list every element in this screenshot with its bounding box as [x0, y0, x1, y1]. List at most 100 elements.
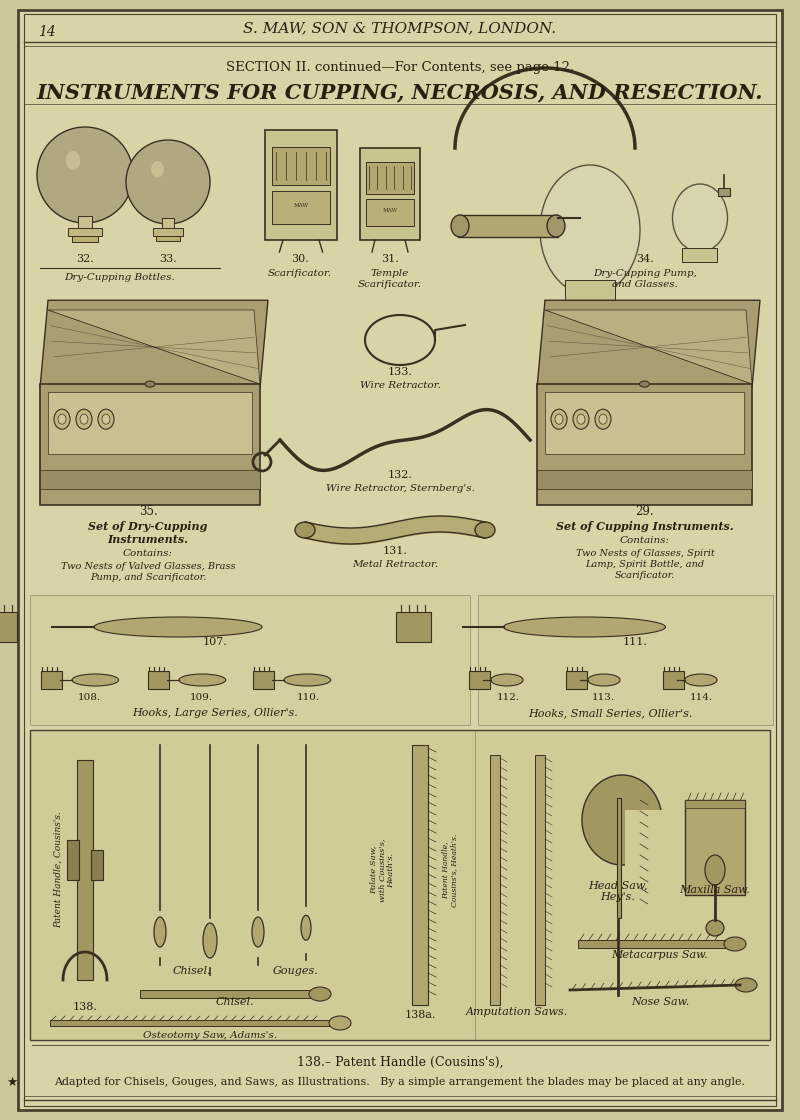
- Ellipse shape: [705, 855, 725, 885]
- Bar: [565, 280, 615, 300]
- Bar: [148, 671, 169, 689]
- Ellipse shape: [94, 617, 262, 637]
- Ellipse shape: [58, 414, 66, 424]
- Text: Palate Saw,
with Cousins's,
Heath's.: Palate Saw, with Cousins's, Heath's.: [369, 838, 395, 902]
- Text: Contains:: Contains:: [620, 536, 670, 545]
- Ellipse shape: [540, 165, 640, 295]
- Bar: [537, 470, 752, 489]
- Bar: [395, 612, 430, 642]
- Ellipse shape: [555, 414, 563, 424]
- Ellipse shape: [475, 522, 495, 538]
- Bar: [253, 671, 274, 689]
- Polygon shape: [537, 300, 760, 388]
- Bar: [265, 130, 337, 240]
- Ellipse shape: [503, 617, 666, 637]
- Bar: [67, 840, 79, 880]
- Bar: [40, 470, 260, 489]
- Text: SECTION II. continued—For Contents, see page 12.: SECTION II. continued—For Contents, see …: [226, 62, 574, 75]
- Bar: [272, 147, 330, 185]
- Ellipse shape: [573, 409, 589, 429]
- Bar: [77, 760, 93, 980]
- Ellipse shape: [551, 409, 567, 429]
- Bar: [50, 1020, 330, 1026]
- Text: MAW: MAW: [382, 208, 398, 214]
- Text: 113.: 113.: [592, 693, 615, 702]
- Ellipse shape: [588, 674, 620, 685]
- Text: Osteotomy Saw, Adams's.: Osteotomy Saw, Adams's.: [143, 1032, 277, 1040]
- Bar: [78, 216, 92, 227]
- Text: Dry-Cupping Pump,: Dry-Cupping Pump,: [593, 269, 697, 278]
- Bar: [478, 595, 773, 725]
- Ellipse shape: [80, 414, 88, 424]
- Text: Metacarpus Saw.: Metacarpus Saw.: [612, 950, 708, 960]
- Bar: [40, 384, 260, 505]
- Text: 110.: 110.: [297, 693, 320, 702]
- Circle shape: [126, 140, 210, 224]
- Bar: [360, 148, 420, 240]
- Text: Instruments.: Instruments.: [107, 534, 189, 545]
- Text: Chisel.: Chisel.: [173, 965, 211, 976]
- Bar: [625, 810, 680, 900]
- Polygon shape: [40, 300, 268, 388]
- Text: Patent Handle, Cousins's.: Patent Handle, Cousins's.: [54, 812, 62, 928]
- Text: 30.: 30.: [291, 254, 309, 264]
- Bar: [156, 236, 180, 241]
- Ellipse shape: [295, 522, 315, 538]
- Bar: [718, 188, 730, 196]
- Text: MAW: MAW: [294, 203, 309, 208]
- Text: Scarificator.: Scarificator.: [358, 280, 422, 289]
- Ellipse shape: [582, 775, 662, 865]
- Text: 108.: 108.: [78, 693, 101, 702]
- Bar: [412, 745, 428, 1005]
- Ellipse shape: [599, 414, 607, 424]
- Text: Nose Saw.: Nose Saw.: [631, 997, 689, 1007]
- Bar: [48, 392, 252, 455]
- Ellipse shape: [72, 674, 118, 685]
- Bar: [162, 217, 174, 228]
- Polygon shape: [48, 310, 260, 384]
- Bar: [0, 612, 17, 642]
- Bar: [91, 850, 103, 880]
- Bar: [578, 940, 728, 948]
- Bar: [68, 227, 102, 236]
- Bar: [685, 800, 745, 895]
- Text: 33.: 33.: [159, 254, 177, 264]
- Ellipse shape: [154, 917, 166, 948]
- Text: INSTRUMENTS FOR CUPPING, NECROSIS, AND RESECTION.: INSTRUMENTS FOR CUPPING, NECROSIS, AND R…: [37, 82, 763, 102]
- Bar: [140, 990, 320, 998]
- Ellipse shape: [98, 409, 114, 429]
- Text: 14: 14: [38, 25, 56, 39]
- Text: and Glasses.: and Glasses.: [612, 280, 678, 289]
- Bar: [490, 755, 500, 1005]
- Text: Set of Dry-Cupping: Set of Dry-Cupping: [88, 521, 208, 532]
- Bar: [366, 161, 414, 194]
- Text: Hey's.: Hey's.: [601, 892, 635, 902]
- Text: 138.– Patent Handle (Cousins's),: 138.– Patent Handle (Cousins's),: [297, 1055, 503, 1068]
- Text: 35.: 35.: [138, 505, 158, 517]
- Ellipse shape: [639, 381, 650, 388]
- Text: Wire Retractor, Sternberg's.: Wire Retractor, Sternberg's.: [326, 484, 474, 493]
- Text: 132.: 132.: [387, 470, 413, 480]
- Text: Head Saw,: Head Saw,: [588, 880, 648, 890]
- Bar: [535, 755, 545, 1005]
- Ellipse shape: [451, 215, 469, 237]
- Text: Hooks, Large Series, Ollier's.: Hooks, Large Series, Ollier's.: [132, 708, 298, 718]
- Bar: [537, 384, 752, 505]
- Ellipse shape: [673, 184, 727, 252]
- Text: Two Nests of Glasses, Spirit: Two Nests of Glasses, Spirit: [576, 549, 714, 558]
- Text: 29.: 29.: [636, 505, 654, 517]
- Bar: [458, 215, 558, 237]
- Ellipse shape: [203, 923, 217, 958]
- Text: Patent Handle,
Cousins's, Heath's.: Patent Handle, Cousins's, Heath's.: [442, 833, 458, 906]
- Text: Pump, and Scarificator.: Pump, and Scarificator.: [90, 573, 206, 582]
- Ellipse shape: [102, 414, 110, 424]
- Bar: [272, 190, 330, 224]
- Ellipse shape: [76, 409, 92, 429]
- Ellipse shape: [724, 937, 746, 951]
- Text: 112.: 112.: [497, 693, 520, 702]
- Ellipse shape: [54, 409, 70, 429]
- Ellipse shape: [577, 414, 585, 424]
- Text: 111.: 111.: [622, 637, 647, 647]
- Ellipse shape: [66, 151, 80, 170]
- Bar: [663, 671, 684, 689]
